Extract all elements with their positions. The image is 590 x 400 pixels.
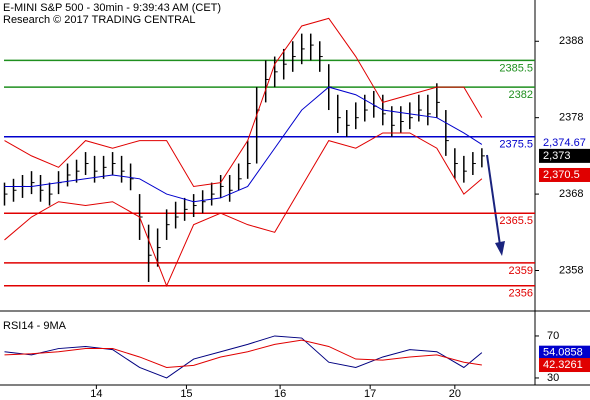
value-box: [539, 358, 590, 373]
level-label: 2382: [509, 89, 533, 101]
value-box-label: 54.0858: [543, 347, 583, 359]
rsi-title: RSI14 - 9MA: [3, 320, 67, 332]
level-label: 2385.5: [499, 62, 533, 74]
rsi-line: [4, 339, 482, 368]
bollinger-lower: [4, 132, 483, 288]
value-box-label: 42.3261: [543, 359, 583, 371]
chart-subtitle: Research © 2017 TRADING CENTRAL: [3, 14, 196, 26]
value-box-label: 2,374.67: [543, 137, 586, 149]
y-tick-label: 2378: [559, 112, 583, 124]
chart-title: E-MINI S&P 500 - 30min - 9:39:43 AM (CET…: [3, 2, 221, 14]
y-tick-label: 2358: [559, 264, 583, 276]
rsi-tick-label: 70: [547, 330, 559, 342]
value-box-label: 2,373: [543, 150, 571, 162]
level-label: 2359: [509, 265, 533, 277]
y-tick-label: 2388: [559, 35, 583, 47]
level-label: 2375.5: [499, 139, 533, 151]
x-tick-label: 20: [449, 388, 461, 400]
arrow-head: [495, 241, 505, 256]
value-box-label: 2,370.5: [543, 169, 580, 181]
x-tick-label: 14: [90, 388, 102, 400]
x-tick-label: 16: [274, 388, 286, 400]
level-label: 2356: [509, 288, 533, 300]
x-tick-label: 17: [364, 388, 376, 400]
value-box: [539, 167, 590, 182]
rsi-line: [4, 335, 483, 379]
value-box: [539, 148, 590, 163]
y-tick-label: 2368: [559, 188, 583, 200]
rsi-tick-label: 30: [547, 372, 559, 384]
level-label: 2365.5: [499, 215, 533, 227]
value-box: [539, 345, 590, 360]
value-box: [539, 136, 590, 151]
moving-average: [4, 86, 483, 203]
forecast-arrow: [486, 154, 501, 246]
x-tick-label: 15: [180, 388, 192, 400]
bollinger-upper: [4, 17, 483, 187]
